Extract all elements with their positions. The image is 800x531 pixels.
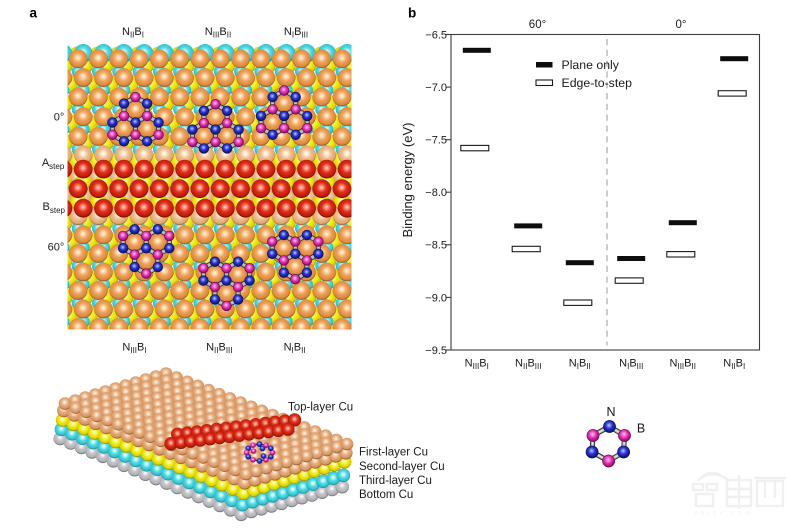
- svg-text:NIIBIII: NIIBIII: [206, 342, 232, 356]
- svg-text:NIIIBI: NIIIBI: [465, 358, 489, 372]
- svg-text:NIIBI: NIIBI: [122, 26, 144, 40]
- svg-text:Third-layer Cu: Third-layer Cu: [359, 475, 432, 487]
- svg-text:Plane only: Plane only: [562, 58, 620, 72]
- svg-text:First-layer Cu: First-layer Cu: [359, 447, 428, 459]
- svg-text:Binding energy (eV): Binding energy (eV): [400, 123, 415, 238]
- svg-text:60°: 60°: [48, 242, 65, 254]
- svg-text:−6.5: −6.5: [425, 29, 447, 41]
- svg-text:NIIIBII: NIIIBII: [205, 26, 231, 40]
- svg-text:N: N: [606, 405, 615, 419]
- svg-text:Astep: Astep: [42, 157, 65, 171]
- svg-text:−7.0: −7.0: [425, 82, 447, 94]
- svg-text:Second-layer Cu: Second-layer Cu: [359, 461, 445, 473]
- svg-text:Top-layer Cu: Top-layer Cu: [288, 402, 353, 414]
- svg-text:Edge-to-step: Edge-to-step: [562, 76, 633, 90]
- svg-text:B: B: [637, 422, 645, 436]
- svg-text:NIBII: NIBII: [284, 342, 306, 356]
- svg-text:a: a: [30, 6, 38, 21]
- svg-text:0°: 0°: [54, 112, 65, 124]
- svg-text:NIBIII: NIBIII: [284, 26, 308, 40]
- svg-text:−8.0: −8.0: [425, 187, 447, 199]
- svg-text:Bstep: Bstep: [43, 201, 66, 215]
- svg-text:b: b: [408, 6, 416, 21]
- svg-text:0°: 0°: [676, 19, 687, 31]
- svg-text:−8.5: −8.5: [425, 240, 447, 252]
- svg-text:NIIIBII: NIIIBII: [670, 358, 696, 372]
- svg-text:−9.5: −9.5: [425, 345, 447, 357]
- svg-text:NIIIBI: NIIIBI: [122, 342, 146, 356]
- svg-text:60°: 60°: [529, 19, 546, 31]
- svg-text:NIBII: NIBII: [569, 358, 591, 372]
- svg-text:NIIBI: NIIBI: [723, 358, 745, 372]
- svg-text:−9.0: −9.0: [425, 292, 447, 304]
- svg-text:Bottom Cu: Bottom Cu: [359, 489, 413, 501]
- svg-text:zhidx.com: zhidx.com: [694, 510, 754, 517]
- svg-text:−7.5: −7.5: [425, 135, 447, 147]
- svg-text:NIIBIII: NIIBIII: [515, 358, 541, 372]
- svg-text:NIBIII: NIBIII: [619, 358, 643, 372]
